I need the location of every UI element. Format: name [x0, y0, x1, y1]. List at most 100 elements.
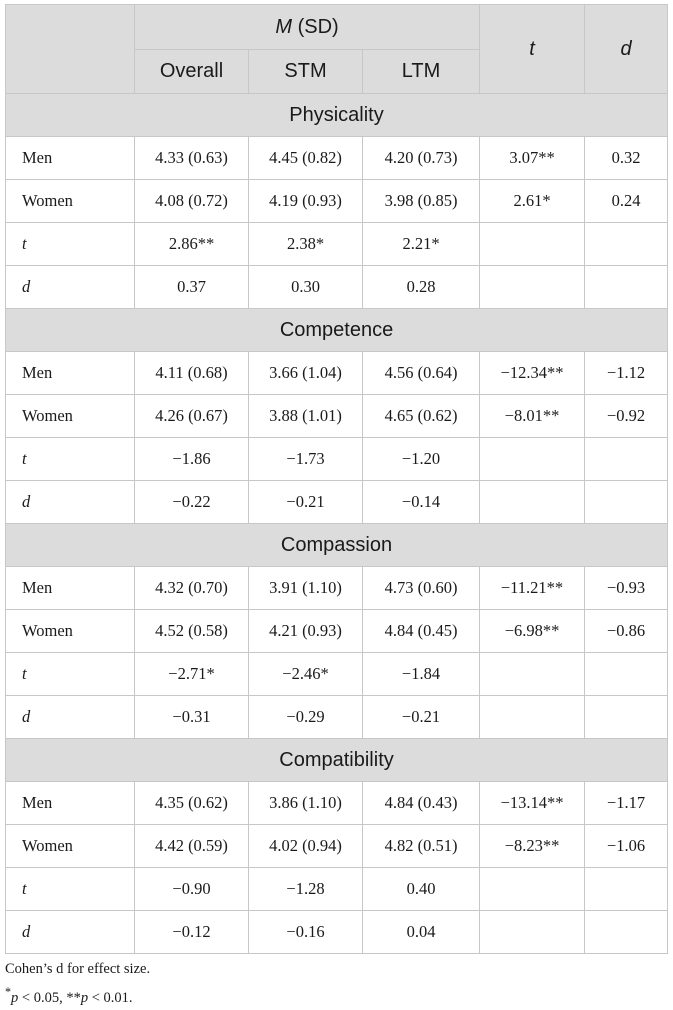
- cell-t: [479, 867, 586, 911]
- cell-stm: −0.16: [248, 910, 363, 954]
- header-ltm: LTM: [361, 49, 481, 94]
- note-p2: p: [80, 989, 89, 1006]
- cell-ltm: 0.28: [361, 265, 481, 309]
- cell-d: −0.93: [584, 566, 669, 610]
- section-row: Compatibility: [4, 738, 669, 782]
- cell-t: −8.23**: [479, 824, 586, 868]
- cell-ltm: 4.84 (0.43): [361, 781, 481, 825]
- table-row: t −1.86 −1.73 −1.20: [5, 437, 669, 481]
- cell-t: [479, 480, 586, 524]
- cell-ltm: 3.98 (0.85): [361, 179, 481, 223]
- table-row: Men 4.11 (0.68) 3.66 (1.04) 4.56 (0.64) −12.…: [5, 351, 669, 395]
- cell-d: −0.92: [584, 394, 669, 438]
- table-row: Men 4.33 (0.63) 4.45 (0.82) 4.20 (0.73) 3.07…: [5, 136, 669, 180]
- cell-stm: 4.02 (0.94): [248, 824, 363, 868]
- cell-overall: 4.26 (0.67): [134, 394, 249, 438]
- row-label: Women: [5, 179, 135, 223]
- cell-overall: 4.33 (0.63): [134, 136, 249, 180]
- row-label: Men: [5, 136, 135, 180]
- cell-t: −12.34**: [479, 351, 586, 395]
- cell-ltm: −0.14: [361, 480, 481, 524]
- cell-d: −1.12: [584, 351, 669, 395]
- cell-d: [584, 480, 669, 524]
- cell-stm: 4.19 (0.93): [248, 179, 363, 223]
- cell-d: 0.24: [584, 179, 669, 223]
- cell-ltm: 4.65 (0.62): [361, 394, 481, 438]
- row-label: t: [5, 222, 135, 266]
- cell-stm: −1.28: [248, 867, 363, 911]
- cell-overall: −0.22: [134, 480, 249, 524]
- table-row: d 0.37 0.30 0.28: [5, 265, 669, 309]
- cell-overall: −0.31: [134, 695, 249, 739]
- header-row-1: M (SD) t d: [5, 4, 669, 94]
- table-row: Men 4.35 (0.62) 3.86 (1.10) 4.84 (0.43) −13.…: [5, 781, 669, 825]
- header-row-2: Overall STM LTM: [6, 49, 668, 94]
- cell-ltm: 4.20 (0.73): [361, 136, 481, 180]
- cell-t: −13.14**: [479, 781, 586, 825]
- cell-ltm: −1.84: [361, 652, 481, 696]
- cell-t: [479, 652, 586, 696]
- header-msd-italic: M: [275, 15, 293, 38]
- row-label: d: [5, 480, 135, 524]
- cell-d: −1.17: [584, 781, 669, 825]
- table-row: Men 4.32 (0.70) 3.91 (1.10) 4.73 (0.60) −11.…: [5, 566, 669, 610]
- cell-d: [584, 652, 669, 696]
- cell-overall: −0.12: [134, 910, 249, 954]
- cell-d: −0.86: [584, 609, 669, 653]
- cell-ltm: −0.21: [361, 695, 481, 739]
- cell-ltm: −1.20: [361, 437, 481, 481]
- cell-t: [479, 265, 586, 309]
- cell-overall: 4.11 (0.68): [134, 351, 249, 395]
- cell-stm: −2.46*: [248, 652, 363, 696]
- section-row: Physicality: [4, 93, 669, 137]
- header-overall: Overall: [134, 49, 249, 94]
- cell-overall: −2.71*: [134, 652, 249, 696]
- cell-stm: −0.29: [248, 695, 363, 739]
- cell-stm: 3.91 (1.10): [248, 566, 363, 610]
- note-effect-size: Cohen’s d for effect size.: [5, 961, 151, 977]
- table-row: Women 4.26 (0.67) 3.88 (1.01) 4.65 (0.62) −8…: [5, 394, 669, 438]
- cell-t: −6.98**: [479, 609, 586, 653]
- cell-overall: 4.35 (0.62): [134, 781, 249, 825]
- cell-t: −8.01**: [479, 394, 586, 438]
- row-label: t: [5, 437, 135, 481]
- cell-t: [479, 910, 586, 954]
- row-label: Men: [5, 781, 135, 825]
- cell-stm: 3.66 (1.04): [248, 351, 363, 395]
- table-body: Physicality Men 4.33 (0.63) 4.45 (0.82) 4.20…: [4, 93, 669, 954]
- row-label: Men: [5, 351, 135, 395]
- cell-overall: −0.90: [134, 867, 249, 911]
- header-d: d: [584, 4, 669, 94]
- row-label: Women: [5, 609, 135, 653]
- section-title: Compassion: [4, 523, 669, 567]
- note-end: < 0.01.: [88, 989, 133, 1006]
- header-msd: M (SD): [133, 4, 481, 50]
- table-row: t 2.86** 2.38* 2.21*: [5, 222, 669, 266]
- section-title: Compatibility: [4, 738, 669, 782]
- table-row: t −2.71* −2.46* −1.84: [5, 652, 669, 696]
- cell-d: [584, 222, 669, 266]
- note-p1: p: [11, 989, 19, 1006]
- cell-overall: 2.86**: [134, 222, 249, 266]
- section-row: Compassion: [4, 523, 669, 567]
- cell-stm: 4.45 (0.82): [248, 136, 363, 180]
- table-notes: Cohen’s d for effect size. *p < 0.05, **…: [5, 958, 150, 1010]
- cell-d: [584, 695, 669, 739]
- note-significance: *p < 0.05, **p < 0.01.: [5, 981, 150, 1010]
- header-stm: STM: [248, 49, 363, 94]
- cell-stm: −1.73: [248, 437, 363, 481]
- cell-d: −1.06: [584, 824, 669, 868]
- cell-stm: 3.88 (1.01): [248, 394, 363, 438]
- cell-ltm: 2.21*: [361, 222, 481, 266]
- cell-d: [584, 265, 669, 309]
- cell-ltm: 0.40: [361, 867, 481, 911]
- cell-stm: 2.38*: [248, 222, 363, 266]
- cell-d: [584, 437, 669, 481]
- row-label: Women: [5, 824, 135, 868]
- cell-overall: −1.86: [134, 437, 249, 481]
- table-row: Women 4.42 (0.59) 4.02 (0.94) 4.82 (0.51) −8…: [5, 824, 669, 868]
- table-row: Women 4.08 (0.72) 4.19 (0.93) 3.98 (0.85) 2.…: [5, 179, 669, 223]
- row-label: Women: [5, 394, 135, 438]
- cell-overall: 4.08 (0.72): [134, 179, 249, 223]
- cell-stm: 4.21 (0.93): [248, 609, 363, 653]
